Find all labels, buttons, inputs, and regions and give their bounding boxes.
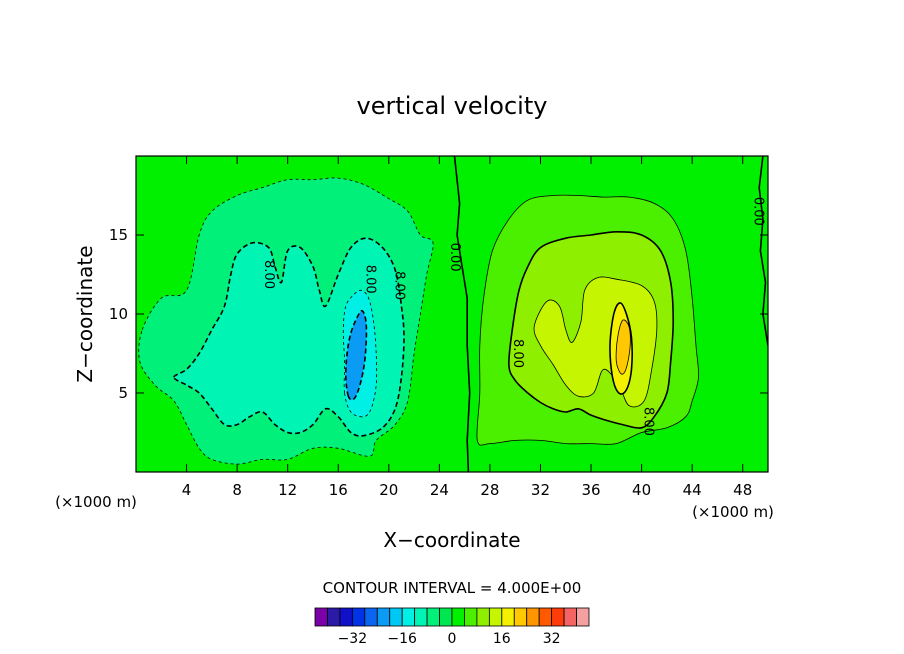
colorbar-cell (501, 607, 515, 627)
x-tick-label: 28 (480, 481, 499, 499)
x-tick-label: 48 (733, 481, 752, 499)
colorbar: −32 −16 0 16 32 (314, 607, 590, 647)
y-tick-label: 5 (118, 384, 128, 402)
contour-label: 8.00 (640, 407, 655, 436)
x-tick-label: 36 (581, 481, 600, 499)
x-tick-label: 20 (379, 481, 398, 499)
contour-region (616, 319, 631, 375)
x-tick-label: 32 (531, 481, 550, 499)
x-tick-label: 12 (278, 481, 297, 499)
colorbar-cell (464, 607, 478, 627)
contour-label: 0.00 (750, 197, 765, 226)
zero-contour-line (453, 156, 471, 472)
colorbar-cell (389, 607, 403, 627)
y-tick-label: 15 (109, 226, 128, 244)
colorbar-cell (526, 607, 540, 627)
plot-clip-group: 8.00 8.00 8.00 0.00 8.00 8.00 0.00 (136, 156, 768, 472)
colorbar-cell (439, 607, 453, 627)
colorbar-cell (551, 607, 565, 627)
colorbar-cell (476, 607, 490, 627)
y-tick-label: 10 (109, 305, 128, 323)
colorbar-cell (576, 607, 590, 627)
contour-line (173, 237, 405, 437)
contour-line (615, 319, 631, 375)
colorbar-tick-label: −32 (338, 631, 368, 647)
colorbar-tick-label: 0 (448, 631, 457, 647)
x-unit-left: (×1000 m) (55, 493, 137, 511)
contour-interval-label: CONTOUR INTERVAL = 4.000E+00 (323, 579, 582, 597)
colorbar-cell (376, 607, 391, 627)
colorbar-tick-label: −16 (387, 631, 417, 647)
x-axis-label: X−coordinate (383, 528, 520, 552)
colorbar-cell (339, 607, 353, 627)
colorbar-cell (364, 607, 378, 627)
x-tick-label: 24 (430, 481, 449, 499)
contour-label: 8.00 (510, 339, 525, 368)
contour-line (533, 276, 658, 408)
contour-line (609, 302, 633, 395)
x-tick-label: 16 (329, 481, 348, 499)
colorbar-tick-label: 16 (493, 631, 511, 647)
plot-area: 8.00 8.00 8.00 0.00 8.00 8.00 0.00 (136, 156, 768, 472)
contour-region (345, 310, 367, 400)
colorbar-cell (314, 607, 328, 627)
contour-line (476, 194, 700, 446)
colorbar-cell (451, 607, 465, 627)
colorbar-cell (401, 607, 416, 627)
contour-label: 0.00 (447, 243, 462, 272)
contour-label: 8.00 (362, 265, 377, 294)
colorbar-cell (538, 607, 553, 627)
x-tick-label: 44 (683, 481, 702, 499)
colorbar-cell (426, 607, 440, 627)
colorbar-cell (513, 607, 528, 627)
contour-line (138, 177, 434, 465)
colorbar-cell (488, 607, 503, 627)
colorbar-cell (351, 607, 366, 627)
x-tick-label: 4 (182, 481, 192, 499)
x-unit-right: (×1000 m) (692, 503, 774, 521)
contour-label: 8.00 (391, 271, 406, 300)
colorbar-cell (414, 607, 428, 627)
colorbar-cell (563, 607, 577, 627)
contour-line (342, 289, 378, 418)
colorbar-cell (327, 607, 341, 627)
x-tick-label: 8 (232, 481, 242, 499)
contour-line (508, 230, 675, 429)
contour-label: 8.00 (261, 260, 276, 289)
y-axis-label: Z−coordinate (73, 245, 97, 382)
x-tick-label: 40 (632, 481, 651, 499)
chart-title: vertical velocity (357, 92, 548, 120)
contour-line (344, 309, 368, 401)
colorbar-tick-label: 32 (543, 631, 561, 647)
